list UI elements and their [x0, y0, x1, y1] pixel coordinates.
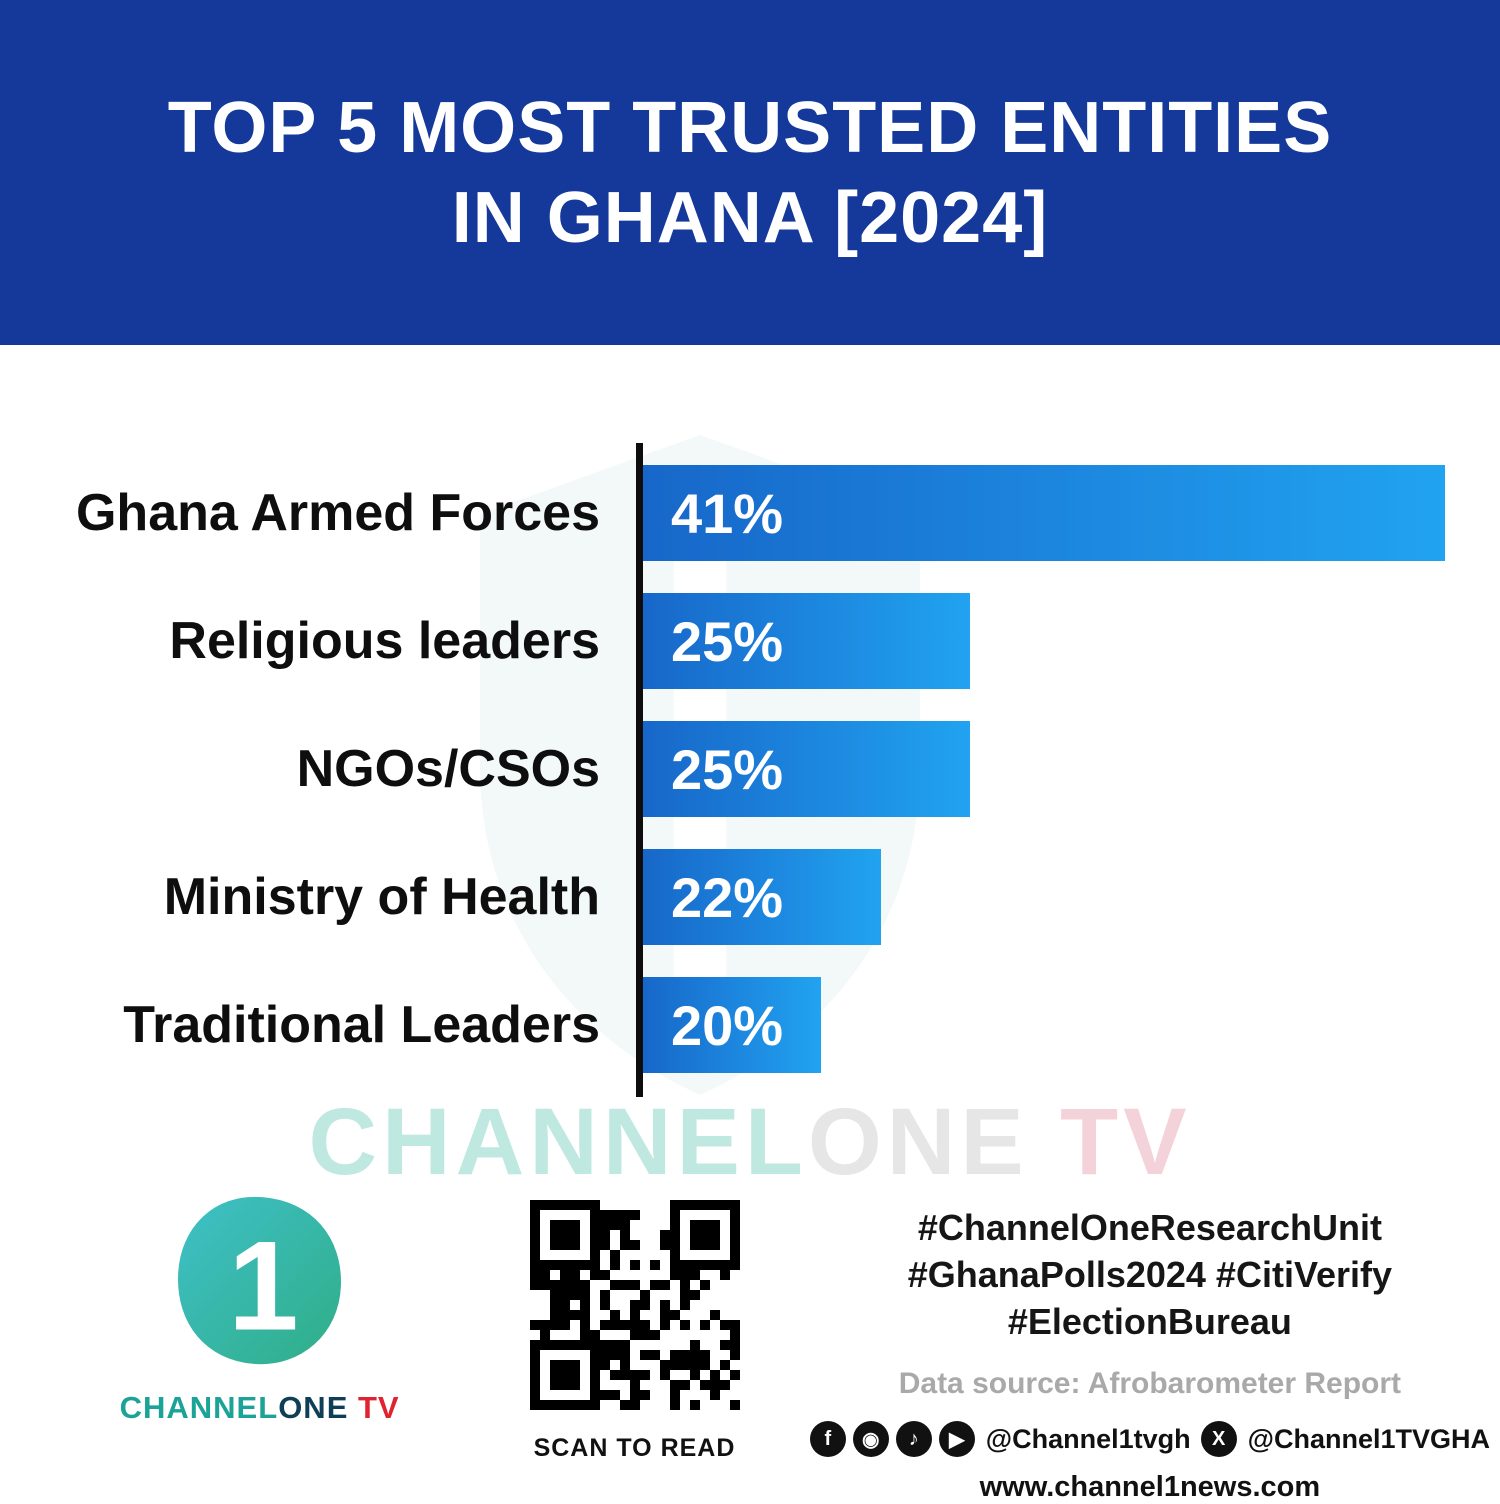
bar-value-label: 25% — [671, 609, 784, 673]
bar-track: 25% — [643, 593, 1445, 689]
qr-block: SCAN TO READ — [459, 1185, 810, 1463]
title-line-1: TOP 5 MOST TRUSTED ENTITIES — [167, 87, 1333, 168]
bar-value-label: 22% — [671, 865, 784, 929]
instagram-icon: ◉ — [852, 1421, 889, 1458]
bar-row: Traditional Leaders 20% — [0, 977, 1445, 1073]
watermark-one: ONE — [807, 1089, 1029, 1195]
watermark-text: CHANNELONE TV — [0, 1088, 1500, 1197]
bar-row: Ministry of Health 22% — [0, 849, 1445, 945]
social-row: f ◉ ♪ ▶ @Channel1tvgh X @Channel1TVGHA — [809, 1421, 1490, 1458]
chart-axis-line — [636, 443, 643, 1097]
bar-track: 25% — [643, 721, 1445, 817]
channel-one-logo: 1 — [173, 1192, 346, 1370]
bar: 41% — [643, 465, 1445, 561]
logo-wordmark: CHANNELONE TV — [120, 1390, 400, 1426]
footer: 1 CHANNELONE TV SCAN TO READ #ChannelOne… — [0, 1185, 1500, 1504]
bar-track: 20% — [643, 977, 1445, 1073]
bar: 25% — [643, 721, 970, 817]
watermark-channel: CHANNEL — [308, 1089, 808, 1195]
bar-track: 22% — [643, 849, 1445, 945]
bar-value-label: 20% — [671, 993, 784, 1057]
hashtag-line-3: #ElectionBureau — [1007, 1300, 1292, 1342]
social-icons: f ◉ ♪ ▶ — [809, 1421, 976, 1458]
title-banner: TOP 5 MOST TRUSTED ENTITIES IN GHANA [20… — [0, 0, 1500, 345]
bar: 25% — [643, 593, 970, 689]
bar-row: Religious leaders 25% — [0, 593, 1445, 689]
logo-word-tv: TV — [348, 1390, 400, 1425]
hashtag-line-2: #GhanaPolls2024 #CitiVerify — [907, 1253, 1393, 1295]
facebook-icon: f — [809, 1421, 846, 1458]
logo-word-one: ONE — [278, 1390, 349, 1425]
bar-chart: Ghana Armed Forces 41% Religious leaders 25… — [0, 465, 1445, 1105]
qr-code — [529, 1200, 740, 1410]
bar-value-label: 41% — [671, 481, 784, 545]
category-label: Ministry of Health — [163, 868, 600, 926]
data-source-label: Data source: Afrobarometer Report — [898, 1367, 1402, 1401]
social-handle-1: @Channel1tvgh — [985, 1423, 1191, 1454]
category-label: Traditional Leaders — [123, 996, 600, 1054]
bar-track: 41% — [643, 465, 1445, 561]
tiktok-icon: ♪ — [895, 1421, 932, 1458]
page-title: TOP 5 MOST TRUSTED ENTITIES IN GHANA [20… — [168, 83, 1332, 263]
x-icon-slot: X — [1200, 1421, 1238, 1458]
watermark-tv: TV — [1028, 1089, 1192, 1195]
logo-one-numeral: 1 — [228, 1214, 298, 1356]
bar: 20% — [643, 977, 822, 1073]
bar-row: Ghana Armed Forces 41% — [0, 465, 1445, 561]
qr-caption: SCAN TO READ — [533, 1434, 736, 1462]
logo-block: 1 CHANNELONE TV — [60, 1185, 459, 1426]
category-label: NGOs/CSOs — [296, 740, 600, 798]
bar-value-label: 25% — [671, 737, 784, 801]
hashtag-line-1: #ChannelOneResearchUnit — [917, 1207, 1382, 1248]
bar: 22% — [643, 849, 881, 945]
youtube-icon: ▶ — [938, 1421, 975, 1458]
social-handle-2: @Channel1TVGHA — [1247, 1423, 1490, 1454]
category-label: Ghana Armed Forces — [75, 484, 600, 542]
category-label: Religious leaders — [169, 612, 600, 670]
footer-info: #ChannelOneResearchUnit #GhanaPolls2024 … — [809, 1185, 1490, 1504]
logo-word-channel: CHANNEL — [119, 1390, 279, 1425]
x-icon: X — [1200, 1421, 1237, 1458]
title-line-2: IN GHANA [2024] — [451, 177, 1049, 258]
website-url: www.channel1news.com — [979, 1471, 1321, 1504]
bar-row: NGOs/CSOs 25% — [0, 721, 1445, 817]
